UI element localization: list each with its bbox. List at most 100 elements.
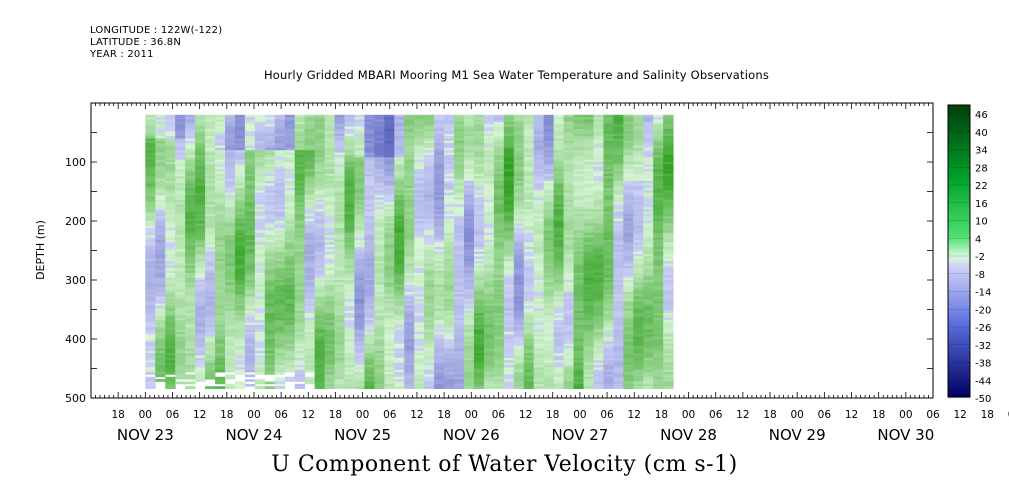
- heatmap-cell: [404, 315, 415, 319]
- heatmap-cell: [533, 334, 545, 338]
- heatmap-cell: [354, 246, 365, 250]
- heatmap-cell: [543, 216, 555, 220]
- heatmap-cell: [364, 159, 375, 163]
- heatmap-cell: [414, 162, 425, 165]
- heatmap-cell: [513, 381, 525, 385]
- heatmap-cell: [543, 372, 555, 375]
- heatmap-cell: [523, 277, 535, 281]
- heatmap-cell: [234, 336, 246, 340]
- chart-title: Hourly Gridded MBARI Mooring M1 Sea Wate…: [263, 68, 770, 82]
- heatmap-cell: [185, 369, 196, 373]
- heatmap-cell: [493, 230, 505, 234]
- heatmap-cell: [464, 154, 475, 158]
- heatmap-cell: [444, 166, 455, 170]
- heatmap-cell: [185, 350, 196, 354]
- heatmap-cell: [473, 284, 485, 288]
- heatmap-cell: [464, 379, 475, 382]
- heatmap-cell: [334, 301, 345, 304]
- heatmap-cell: [503, 284, 515, 288]
- heatmap-cell: [523, 169, 535, 172]
- heatmap-cell: [563, 291, 574, 295]
- heatmap-cell: [444, 341, 455, 345]
- heatmap-cell: [523, 150, 535, 153]
- heatmap-cell: [234, 232, 246, 236]
- heatmap-cell: [215, 117, 226, 120]
- heatmap-cell: [364, 162, 375, 165]
- heatmap-cell: [464, 126, 475, 130]
- heatmap-cell: [155, 225, 166, 229]
- heatmap-cell: [294, 131, 306, 135]
- heatmap-cell: [234, 131, 246, 135]
- heatmap-cell: [374, 202, 385, 205]
- heatmap-cell: [573, 225, 584, 229]
- heatmap-cell: [513, 126, 525, 130]
- heatmap-cell: [195, 258, 206, 262]
- heatmap-cell: [493, 164, 505, 168]
- heatmap-cell: [165, 237, 176, 241]
- heatmap-cell: [185, 114, 196, 118]
- heatmap-cell: [434, 265, 445, 269]
- heatmap-cell: [414, 223, 425, 227]
- heatmap-cell: [434, 386, 445, 389]
- heatmap-cell: [473, 211, 485, 215]
- heatmap-cell: [434, 183, 445, 186]
- heatmap-cell: [165, 173, 176, 177]
- heatmap-cell: [493, 246, 505, 250]
- heatmap-cell: [294, 317, 306, 321]
- heatmap-cell: [454, 190, 465, 194]
- heatmap-cell: [274, 249, 286, 253]
- heatmap-cell: [563, 244, 574, 248]
- heatmap-cell: [384, 244, 395, 248]
- heatmap-cell: [274, 169, 286, 172]
- heatmap-cell: [205, 239, 216, 243]
- heatmap-cell: [195, 178, 206, 182]
- heatmap-cell: [185, 223, 196, 227]
- heatmap-cell: [234, 346, 246, 349]
- heatmap-cell: [165, 301, 176, 304]
- heatmap-cell: [384, 315, 395, 319]
- heatmap-cell: [384, 114, 395, 118]
- heatmap-cell: [294, 348, 306, 352]
- heatmap-cell: [344, 147, 355, 151]
- heatmap-cell: [304, 131, 316, 135]
- heatmap-cell: [444, 298, 455, 302]
- heatmap-cell: [483, 310, 495, 314]
- heatmap-cell: [334, 246, 345, 250]
- heatmap-cell: [424, 178, 435, 182]
- heatmap-cell: [533, 272, 545, 276]
- heatmap-cell: [225, 218, 236, 222]
- heatmap-cell: [334, 150, 345, 153]
- heatmap-cell: [234, 249, 246, 253]
- heatmap-cell: [374, 353, 385, 356]
- heatmap-cell: [503, 121, 515, 125]
- heatmap-cell: [454, 353, 465, 356]
- heatmap-cell: [374, 360, 385, 363]
- heatmap-cell: [324, 270, 335, 274]
- heatmap-cell: [344, 372, 355, 375]
- heatmap-cell: [175, 303, 186, 307]
- heatmap-cell: [165, 383, 176, 387]
- heatmap-cell: [324, 289, 335, 293]
- heatmap-cell: [344, 225, 355, 229]
- heatmap-cell: [444, 258, 455, 262]
- heatmap-cell: [225, 131, 236, 135]
- heatmap-cell: [354, 336, 365, 340]
- heatmap-cell: [543, 289, 555, 293]
- heatmap-cell: [563, 369, 574, 373]
- heatmap-cell: [155, 244, 166, 248]
- heatmap-cell: [205, 176, 216, 179]
- heatmap-cell: [185, 178, 196, 182]
- heatmap-cell: [424, 166, 435, 170]
- heatmap-cell: [563, 147, 574, 151]
- heatmap-cell: [503, 275, 515, 279]
- heatmap-cell: [294, 357, 306, 361]
- heatmap-cell: [394, 166, 405, 170]
- heatmap-cell: [493, 143, 505, 146]
- heatmap-cell: [493, 195, 505, 198]
- heatmap-cell: [334, 258, 345, 262]
- heatmap-cell: [284, 310, 296, 314]
- heatmap-cell: [414, 164, 425, 168]
- heatmap-cell: [424, 145, 435, 149]
- heatmap-cell: [464, 173, 475, 177]
- heatmap-cell: [324, 166, 335, 170]
